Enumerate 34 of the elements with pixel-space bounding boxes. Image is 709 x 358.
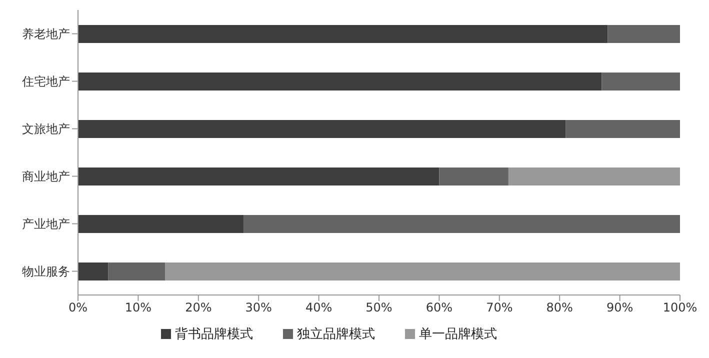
bar <box>244 215 680 233</box>
bar <box>78 262 108 280</box>
x-tick-label: 50% <box>366 300 392 315</box>
bar <box>108 262 166 280</box>
legend-label: 背书品牌模式 <box>175 327 253 342</box>
x-tick-label: 80% <box>546 300 573 315</box>
y-tick-label: 养老地产 <box>22 27 70 42</box>
bar <box>78 72 602 90</box>
legend-label: 单一品牌模式 <box>419 327 497 342</box>
x-tick-label: 30% <box>245 300 272 315</box>
bar <box>78 215 244 233</box>
y-tick-label: 商业地产 <box>22 170 70 184</box>
bar <box>78 25 608 43</box>
y-tick-label: 物业服务 <box>22 264 70 279</box>
bar <box>78 168 440 186</box>
y-tick-label: 文旅地产 <box>22 122 70 136</box>
x-tick-label: 0% <box>68 300 88 315</box>
bar <box>165 262 680 280</box>
x-tick-label: 20% <box>185 300 212 315</box>
y-tick-label: 产业地产 <box>22 217 70 232</box>
bar <box>78 120 566 138</box>
bar <box>602 72 680 90</box>
y-tick-label: 住宅地产 <box>21 74 70 89</box>
x-tick-label: 10% <box>124 300 152 315</box>
bar <box>508 168 680 186</box>
x-tick-label: 100% <box>662 300 698 315</box>
x-tick-label: 60% <box>426 300 453 315</box>
x-tick-label: 90% <box>606 300 634 315</box>
bar <box>566 120 680 138</box>
x-tick-label: 40% <box>305 300 332 315</box>
x-tick-label: 70% <box>486 300 513 315</box>
bar <box>608 25 680 43</box>
bar <box>439 168 508 186</box>
legend-label: 独立品牌模式 <box>297 327 375 342</box>
